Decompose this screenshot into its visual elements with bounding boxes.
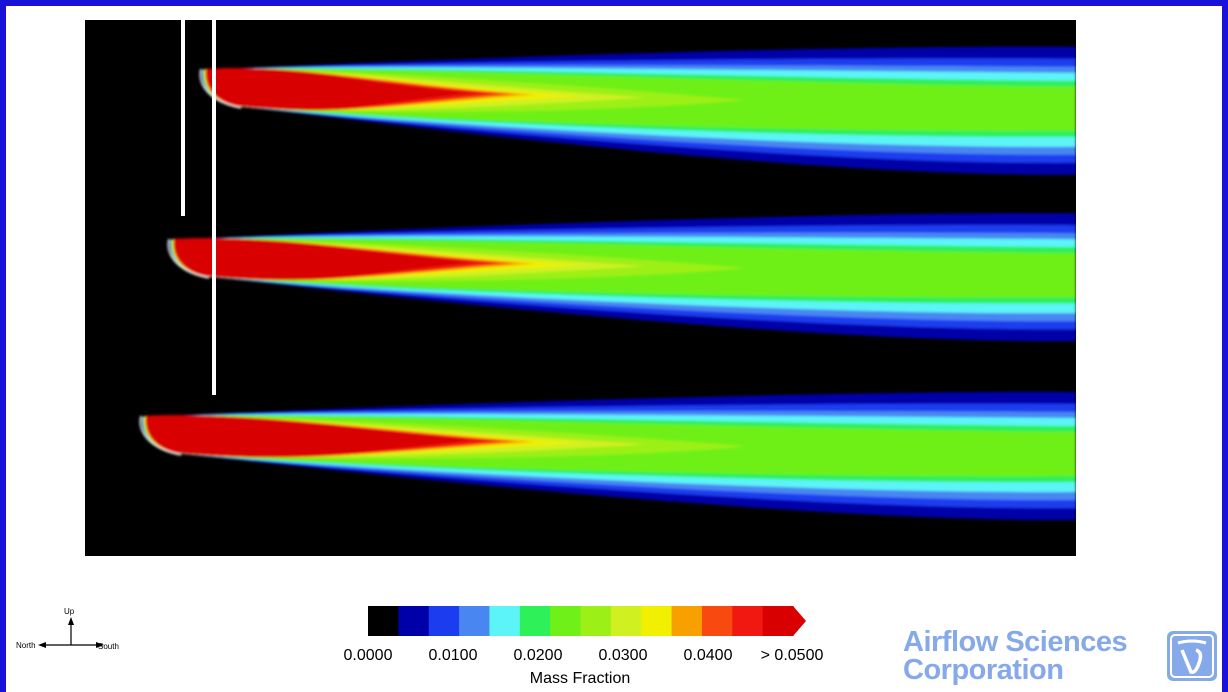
- compass-left-label: North: [16, 641, 36, 650]
- colorbar-title: Mass Fraction: [529, 670, 631, 687]
- colorbar-swatch: [580, 606, 612, 636]
- logo-line-1: Airflow Sciences: [903, 626, 1128, 658]
- colorbar-swatch: [550, 606, 582, 636]
- nozzle-rim: [167, 238, 210, 279]
- colorbar-swatch: [701, 606, 733, 636]
- logo-line-2: Corporation: [903, 654, 1064, 686]
- contour-band: [174, 238, 476, 281]
- colorbar-tick-label: 0.0300: [598, 647, 648, 664]
- orientation-compass: Up North South: [14, 605, 134, 655]
- nozzle-rim: [199, 68, 242, 109]
- colorbar-swatch: [671, 606, 703, 636]
- contour-plot: [85, 20, 1076, 556]
- compass-right-label: South: [98, 642, 119, 651]
- colorbar-tick-label: 0.0000: [343, 647, 393, 664]
- colorbar-tick-label: > 0.0500: [760, 647, 824, 664]
- colorbar-tick-label: 0.0400: [683, 647, 733, 664]
- asc-logo-mark-icon: [1167, 631, 1217, 681]
- colorbar-swatch: [368, 606, 399, 636]
- colorbar-tick-label: 0.0200: [513, 647, 563, 664]
- colorbar-swatch: [610, 606, 642, 636]
- colorbar-swatch: [428, 606, 460, 636]
- lance-3: [212, 20, 216, 50]
- colorbar-swatch: [762, 606, 794, 636]
- contour-band: [206, 68, 475, 111]
- plume-middle: [167, 213, 1076, 342]
- colorbar-swatch: [519, 606, 551, 636]
- color-legend-bar: [368, 606, 806, 636]
- plume-upper: [199, 46, 1076, 175]
- colorbar-swatch: [641, 606, 673, 636]
- compass-arrows-icon: [38, 617, 104, 648]
- nozzle-rim: [139, 415, 182, 456]
- compass-up-label: Up: [64, 607, 75, 616]
- colorbar-swatch: [489, 606, 521, 636]
- company-logo-text: Airflow Sciences Corporation: [903, 626, 1128, 686]
- colorbar-swatch: [732, 606, 764, 636]
- lance-1: [212, 20, 216, 395]
- colorbar-swatch: [459, 606, 491, 636]
- lance-2: [181, 20, 185, 216]
- plume-lower: [139, 391, 1076, 521]
- colorbar-overflow-arrow: [793, 606, 806, 636]
- contour-band: [146, 415, 476, 458]
- colorbar-swatch: [398, 606, 430, 636]
- colorbar-tick-label: 0.0100: [428, 647, 478, 664]
- plume-contours: [139, 20, 1076, 521]
